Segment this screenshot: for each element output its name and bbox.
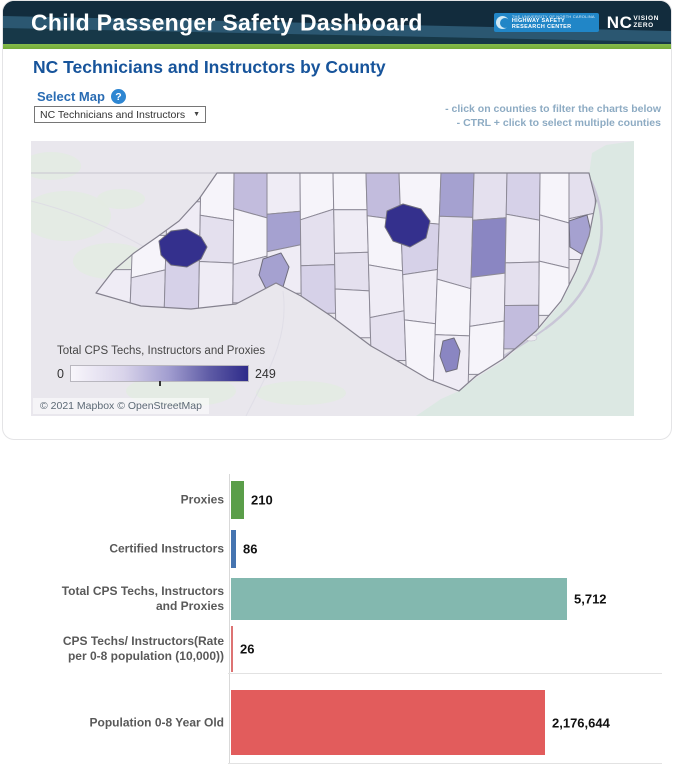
summary-bar-chart: Proxies 210 Certified Instructors 86 Tot… — [0, 470, 673, 770]
county-shape[interactable] — [232, 208, 268, 265]
bar-rate[interactable] — [231, 626, 233, 672]
row-divider — [228, 763, 662, 764]
hsrc-logo: THE UNIVERSITY OF NORTH CAROLINA HIGHWAY… — [493, 12, 599, 33]
legend-max: 249 — [254, 366, 276, 381]
bar-value-rate: 26 — [240, 641, 255, 657]
bar-label-certified-instructors: Certified Instructors — [109, 541, 224, 556]
bar-value-population: 2,176,644 — [552, 715, 610, 730]
help-icon[interactable]: ? — [110, 89, 126, 104]
county-shape[interactable] — [504, 261, 540, 306]
map-select-dropdown[interactable]: NC Technicians and Instructors ▼ — [34, 106, 206, 123]
chevron-down-icon: ▼ — [193, 111, 200, 118]
map-hints: - click on counties to filter the charts… — [445, 102, 661, 130]
chart-axis-line — [229, 474, 230, 764]
county-shape[interactable] — [539, 167, 570, 224]
nc-county-map[interactable]: Total CPS Techs, Instructors and Proxies… — [31, 141, 634, 416]
map-card: Child Passenger Safety Dashboard THE UNI… — [2, 0, 672, 440]
map-legend: Total CPS Techs, Instructors and Proxies… — [57, 345, 276, 386]
county-shape[interactable] — [434, 278, 472, 337]
hsrc-university-line: THE UNIVERSITY OF NORTH CAROLINA — [511, 13, 595, 19]
ncvz-nc: NC — [606, 12, 633, 32]
county-shape[interactable] — [198, 214, 235, 264]
ncvz-vision: VISION — [633, 15, 659, 22]
bar-value-total-cps: 5,712 — [574, 591, 607, 607]
county-shape[interactable] — [436, 215, 474, 290]
bar-value-proxies: 210 — [251, 492, 273, 508]
hint-line-1: - click on counties to filter the charts… — [445, 103, 661, 115]
map-select-value: NC Technicians and Instructors — [40, 108, 186, 121]
bar-label-population: Population 0-8 Year Old — [89, 715, 224, 729]
county-shape[interactable] — [538, 214, 570, 269]
county-shape[interactable] — [470, 217, 507, 278]
select-map-label: Select Map — [37, 89, 105, 104]
county-shape-highlight[interactable] — [158, 228, 208, 268]
legend-min: 0 — [57, 366, 64, 381]
bar-certified-instructors[interactable] — [231, 530, 236, 568]
county-shape[interactable] — [472, 167, 508, 221]
header-accent-bar — [3, 44, 671, 49]
county-shape[interactable] — [334, 251, 370, 292]
county-shape[interactable] — [333, 209, 369, 254]
county-shape-highlight[interactable] — [384, 203, 431, 248]
legend-tick — [159, 381, 161, 386]
ncvz-zero: ZERO — [633, 21, 654, 29]
county-shape[interactable] — [369, 310, 407, 361]
bar-population[interactable] — [231, 690, 545, 755]
bar-total-cps[interactable] — [231, 578, 567, 620]
legend-gradient — [69, 365, 249, 386]
county-shape[interactable] — [438, 167, 475, 218]
header-logos: THE UNIVERSITY OF NORTH CAROLINA HIGHWAY… — [493, 12, 659, 33]
county-shape[interactable] — [300, 264, 337, 314]
bar-value-certified-instructors: 86 — [243, 541, 258, 557]
page-title: Child Passenger Safety Dashboard — [31, 9, 423, 35]
county-shape[interactable] — [403, 319, 436, 381]
county-shape[interactable] — [402, 269, 438, 325]
map-state-outline — [95, 172, 597, 392]
county-shape-highlight[interactable] — [439, 337, 461, 373]
county-shape[interactable] — [469, 272, 506, 327]
nc-vision-zero-logo: NC VISION ZERO — [607, 13, 659, 33]
row-divider — [228, 673, 662, 674]
bar-label-proxies: Proxies — [180, 492, 224, 507]
app-header: Child Passenger Safety Dashboard THE UNI… — [3, 1, 671, 44]
county-shape[interactable] — [504, 213, 541, 264]
hsrc-line2: RESEARCH CENTER — [511, 23, 572, 30]
county-shape[interactable] — [266, 167, 301, 215]
section-title: NC Technicians and Instructors by County — [33, 57, 386, 77]
legend-title: Total CPS Techs, Instructors and Proxies — [57, 345, 266, 357]
hsrc-line1: HIGHWAY SAFETY — [511, 17, 565, 24]
map-counties[interactable] — [96, 167, 596, 395]
county-shape[interactable] — [334, 288, 371, 339]
bar-label-rate: CPS Techs/ Instructors(Rate per 0-8 popul… — [62, 634, 224, 663]
county-shape[interactable] — [505, 167, 541, 221]
map-attribution: © 2021 Mapbox © OpenStreetMap — [33, 398, 209, 414]
hsrc-crescent-icon — [495, 16, 510, 29]
bar-label-total-cps: Total CPS Techs, Instructors and Proxies — [61, 584, 224, 613]
county-shape[interactable] — [199, 168, 235, 222]
hint-line-2: - CTRL + click to select multiple counti… — [456, 117, 661, 129]
bar-proxies[interactable] — [231, 481, 244, 519]
county-shape[interactable] — [368, 264, 405, 319]
